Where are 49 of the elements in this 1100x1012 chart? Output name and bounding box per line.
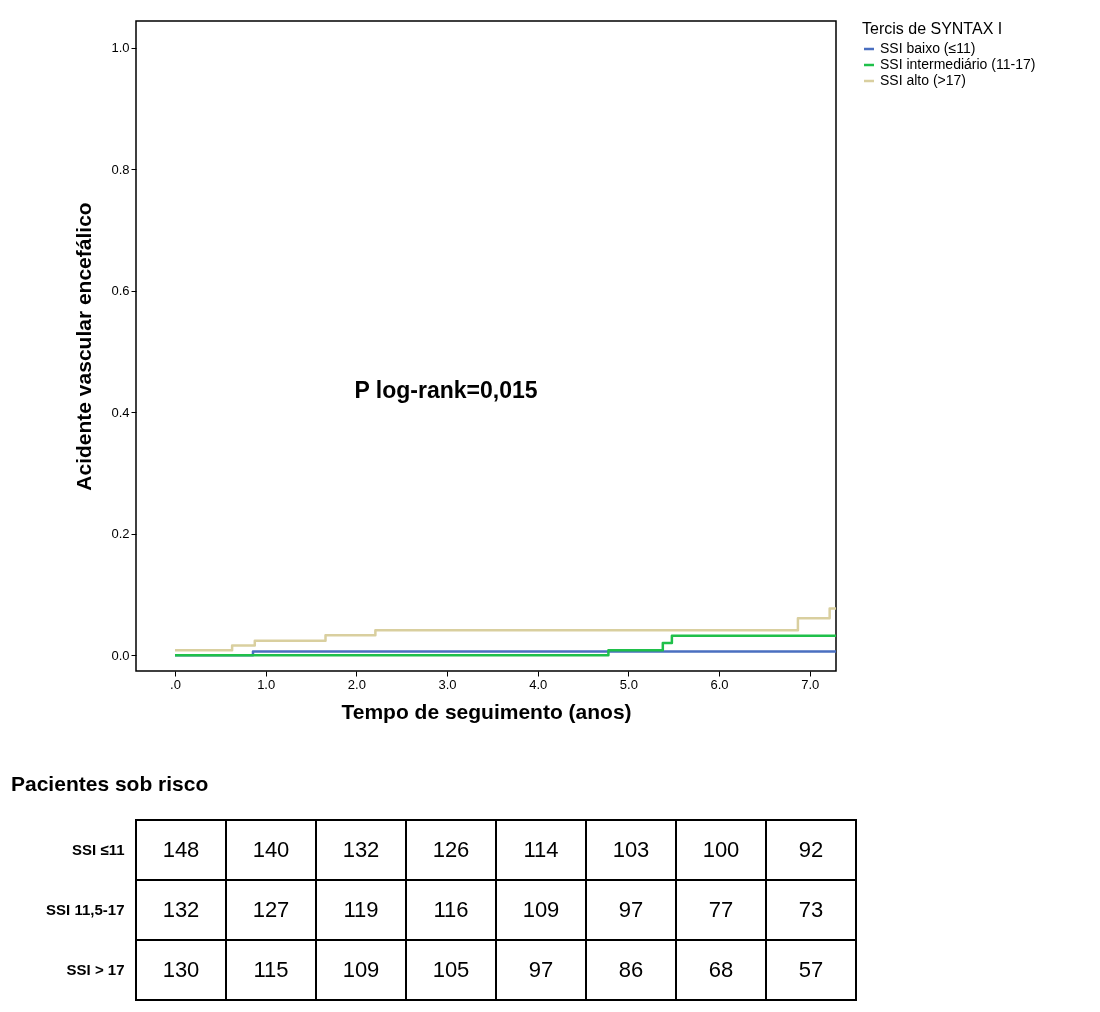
data-label: 127 [252, 897, 290, 922]
data-label: 100 [702, 837, 740, 862]
annotation: P log-rank=0,015 [354, 377, 538, 403]
y-tick-label: 1.0 [111, 40, 130, 56]
data-label: 115 [253, 957, 289, 982]
data-label: 114 [523, 837, 559, 862]
data-label: 130 [162, 957, 200, 982]
data-label: 109 [342, 957, 380, 982]
data-label: 105 [432, 957, 470, 982]
data-label: 77 [708, 897, 734, 922]
legend-label: SSI baixo (≤11) [880, 40, 976, 56]
data-label: 140 [252, 837, 290, 862]
legend-title: Tercis de SYNTAX I [862, 20, 1003, 37]
data-label: 132 [162, 897, 200, 922]
x-tick-label: 3.0 [438, 676, 457, 692]
data-label: 103 [612, 837, 650, 862]
data-label: 97 [528, 957, 554, 982]
data-label: 116 [433, 897, 469, 922]
data-label: 97 [618, 897, 644, 922]
data-label: 119 [343, 897, 379, 922]
data-label: 92 [798, 837, 824, 862]
y-tick-label: 0.2 [111, 526, 130, 542]
y-tick-label: SSI 11,5-17 [46, 901, 125, 918]
chart-title: Pacientes sob risco [11, 772, 209, 795]
legend-label: SSI alto (>17) [880, 72, 966, 88]
data-label: 109 [522, 897, 560, 922]
y-tick-label: SSI ≤11 [72, 841, 125, 858]
y-tick-label: 0.8 [111, 161, 130, 177]
y-tick-label: 0.0 [111, 647, 130, 663]
x-axis-title: Tempo de seguimento (anos) [341, 699, 632, 723]
data-label: 132 [342, 837, 380, 862]
data-label: 73 [798, 897, 824, 922]
x-tick-label: 1.0 [257, 676, 276, 692]
y-axis-title: Acidente vascular encefálico [72, 202, 96, 491]
x-tick-label: 7.0 [801, 676, 820, 692]
x-tick-label: 6.0 [710, 676, 729, 692]
data-label: 86 [618, 957, 644, 982]
y-tick-label: SSI > 17 [66, 961, 125, 978]
x-tick-label: .0 [170, 676, 181, 692]
data-label: 57 [798, 957, 824, 982]
x-tick-label: 4.0 [529, 676, 548, 692]
x-tick-label: 2.0 [347, 676, 366, 692]
legend-label: SSI intermediário (11-17) [880, 56, 1036, 72]
data-label: 148 [162, 837, 200, 862]
data-label: 126 [432, 837, 470, 862]
x-tick-label: 5.0 [619, 676, 638, 692]
y-tick-label: 0.4 [111, 404, 130, 420]
y-tick-label: 0.6 [111, 283, 130, 299]
data-label: 68 [708, 957, 734, 982]
